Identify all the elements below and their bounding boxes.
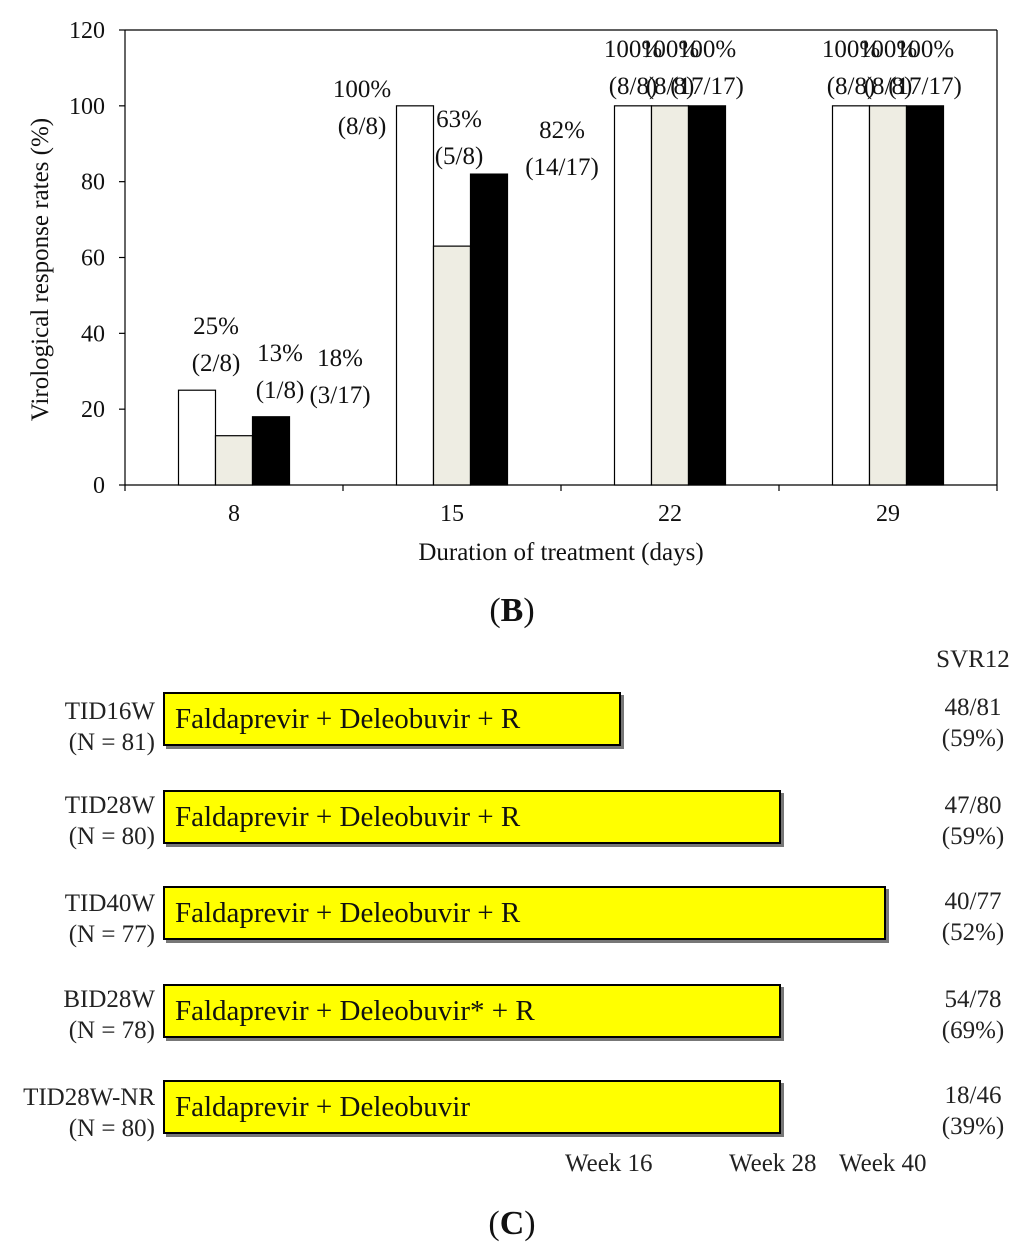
- bar: [687, 105, 727, 486]
- x-tick-label: 8: [228, 501, 240, 527]
- arm-n: (N = 78): [68, 1017, 155, 1044]
- svr-fraction: 40/77: [944, 888, 1002, 915]
- data-label-percent: 18%: [317, 345, 363, 372]
- arm-name: TID40W: [64, 890, 155, 917]
- svr-percent: (69%): [941, 1017, 1005, 1044]
- arm-name: BID28W: [63, 986, 155, 1013]
- bar: [905, 105, 945, 486]
- y-tick-label: 0: [93, 473, 105, 499]
- svr-result: 40/77 (52%): [928, 886, 1018, 948]
- data-label-percent: 25%: [193, 313, 239, 340]
- svr-result: 47/80 (59%): [928, 790, 1018, 852]
- x-tick-label: 29: [876, 501, 900, 527]
- regimen-bar: Faldaprevir + Deleobuvir* + R: [163, 984, 781, 1038]
- y-tick-label: 60: [81, 246, 105, 272]
- data-label-percent: 100%: [822, 36, 880, 63]
- week-16-label: Week 16: [565, 1150, 653, 1177]
- bar: [251, 416, 291, 486]
- panel-b-label: (B): [489, 592, 535, 629]
- x-axis-title: Duration of treatment (days): [418, 539, 703, 566]
- arm-label: BID28W (N = 78): [63, 984, 155, 1046]
- data-label-fraction: (8/8): [827, 73, 876, 100]
- bar: [831, 105, 871, 486]
- svr-percent: (52%): [941, 919, 1005, 946]
- arm-n: (N = 80): [68, 1115, 155, 1142]
- arm-label: TID40W (N = 77): [65, 888, 155, 950]
- svr-percent: (39%): [941, 1113, 1005, 1140]
- regimen-bar: Faldaprevir + Deleobuvir + R: [163, 790, 781, 844]
- y-tick-label: 20: [81, 397, 105, 423]
- data-label-percent: 63%: [436, 106, 482, 133]
- data-label-percent: 100%: [604, 36, 662, 63]
- data-label-fraction: (1/8): [256, 377, 305, 404]
- y-axis-title: Virological response rates (%): [27, 118, 54, 421]
- arm-label: TID28W-NR (N = 80): [23, 1082, 155, 1144]
- svr-fraction: 48/81: [944, 694, 1002, 721]
- bar: [868, 105, 908, 486]
- week-40-label: Week 40: [839, 1150, 927, 1177]
- svr-result: 18/46 (39%): [928, 1080, 1018, 1142]
- data-label-percent: 100%: [859, 36, 917, 63]
- svr-result: 54/78 (69%): [928, 984, 1018, 1046]
- svr-fraction: 18/46: [944, 1082, 1002, 1109]
- svr-fraction: 54/78: [944, 986, 1002, 1013]
- arm-label: TID16W (N = 81): [65, 696, 155, 758]
- panel-c-label: (C): [488, 1205, 536, 1242]
- y-tick-label: 40: [81, 321, 105, 347]
- arm-name: TID28W-NR: [23, 1084, 155, 1111]
- regimen-bar: Faldaprevir + Deleobuvir: [163, 1080, 781, 1134]
- y-tick-label: 80: [81, 170, 105, 196]
- week-28-label: Week 28: [729, 1150, 817, 1177]
- data-label-percent: 100%: [641, 36, 699, 63]
- data-label-fraction: (8/8): [338, 113, 387, 140]
- data-label-fraction: (8/8): [864, 73, 913, 100]
- response-rate-bar-chart: 0 20 40 60 80 100 120 8 15 22 29 Duration of treatm…: [27, 18, 998, 566]
- y-tick-label: 100: [69, 94, 105, 120]
- bar: [395, 105, 435, 486]
- regimen-diagram: SVR12 TID16W (N = 81) Faldaprevir + Dele…: [0, 640, 1024, 1200]
- data-label-percent: 100%: [333, 76, 391, 103]
- data-label-fraction: (3/17): [309, 382, 370, 409]
- data-label-fraction: (5/8): [435, 143, 484, 170]
- x-tick-label: 15: [440, 501, 464, 527]
- data-label-fraction: (8/8): [646, 73, 695, 100]
- x-tick-label: 22: [658, 501, 682, 527]
- data-label-fraction: (8/8): [609, 73, 658, 100]
- data-label-fraction: (2/8): [192, 350, 241, 377]
- bar: [469, 173, 509, 486]
- arm-label: TID28W (N = 80): [65, 790, 155, 852]
- svr-fraction: 47/80: [944, 792, 1002, 819]
- arm-n: (N = 80): [68, 823, 155, 850]
- data-label-percent: 82%: [539, 117, 585, 144]
- arm-n: (N = 77): [68, 921, 155, 948]
- bar: [432, 245, 472, 486]
- data-label-fraction: (14/17): [525, 154, 599, 181]
- regimen-bar: Faldaprevir + Deleobuvir + R: [163, 692, 621, 746]
- bar: [214, 435, 254, 486]
- arm-name: TID16W: [64, 698, 155, 725]
- data-label-percent: 13%: [257, 340, 303, 367]
- y-tick-label: 120: [69, 18, 105, 44]
- arm-n: (N = 81): [68, 729, 155, 756]
- svr12-header: SVR12: [936, 646, 1010, 673]
- data-label-fraction: (17/17): [670, 73, 744, 100]
- bar: [650, 105, 690, 486]
- svr-percent: (59%): [941, 725, 1005, 752]
- data-label-fraction: (17/17): [888, 73, 962, 100]
- arm-name: TID28W: [64, 792, 155, 819]
- data-label-percent: 100%: [896, 36, 954, 63]
- bar: [613, 105, 653, 486]
- regimen-bar: Faldaprevir + Deleobuvir + R: [163, 886, 886, 940]
- data-label-percent: 100%: [678, 36, 736, 63]
- bar: [177, 389, 217, 486]
- svr-result: 48/81 (59%): [928, 692, 1018, 754]
- svr-percent: (59%): [941, 823, 1005, 850]
